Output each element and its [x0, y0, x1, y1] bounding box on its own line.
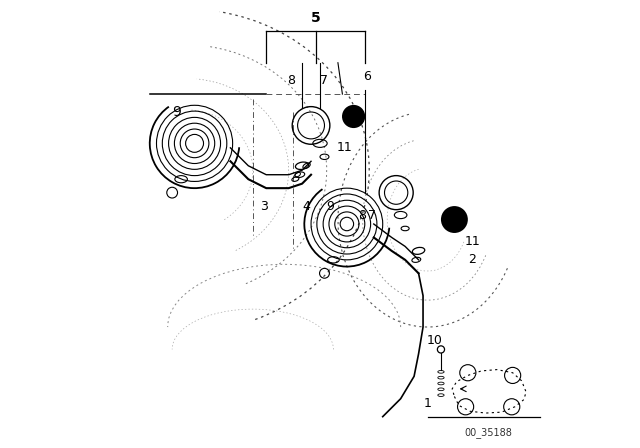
Circle shape — [442, 207, 467, 232]
Text: 9: 9 — [326, 199, 334, 213]
Text: 10: 10 — [447, 215, 461, 224]
Text: 11: 11 — [465, 235, 480, 249]
Text: 3: 3 — [260, 199, 268, 213]
Text: 8: 8 — [358, 208, 367, 222]
Text: 1: 1 — [424, 396, 431, 410]
Text: 2: 2 — [468, 253, 476, 267]
Text: 6: 6 — [363, 69, 371, 83]
Text: 9: 9 — [172, 105, 181, 119]
Text: 5: 5 — [310, 11, 321, 25]
Text: 4: 4 — [303, 199, 310, 213]
Text: 10: 10 — [426, 334, 442, 347]
Text: 11: 11 — [337, 141, 353, 155]
Text: 8: 8 — [287, 74, 295, 87]
Text: 7: 7 — [321, 74, 328, 87]
Text: 10: 10 — [348, 112, 360, 121]
Text: 7: 7 — [369, 208, 376, 222]
Text: 00_35188: 00_35188 — [464, 427, 512, 438]
Circle shape — [343, 106, 364, 127]
